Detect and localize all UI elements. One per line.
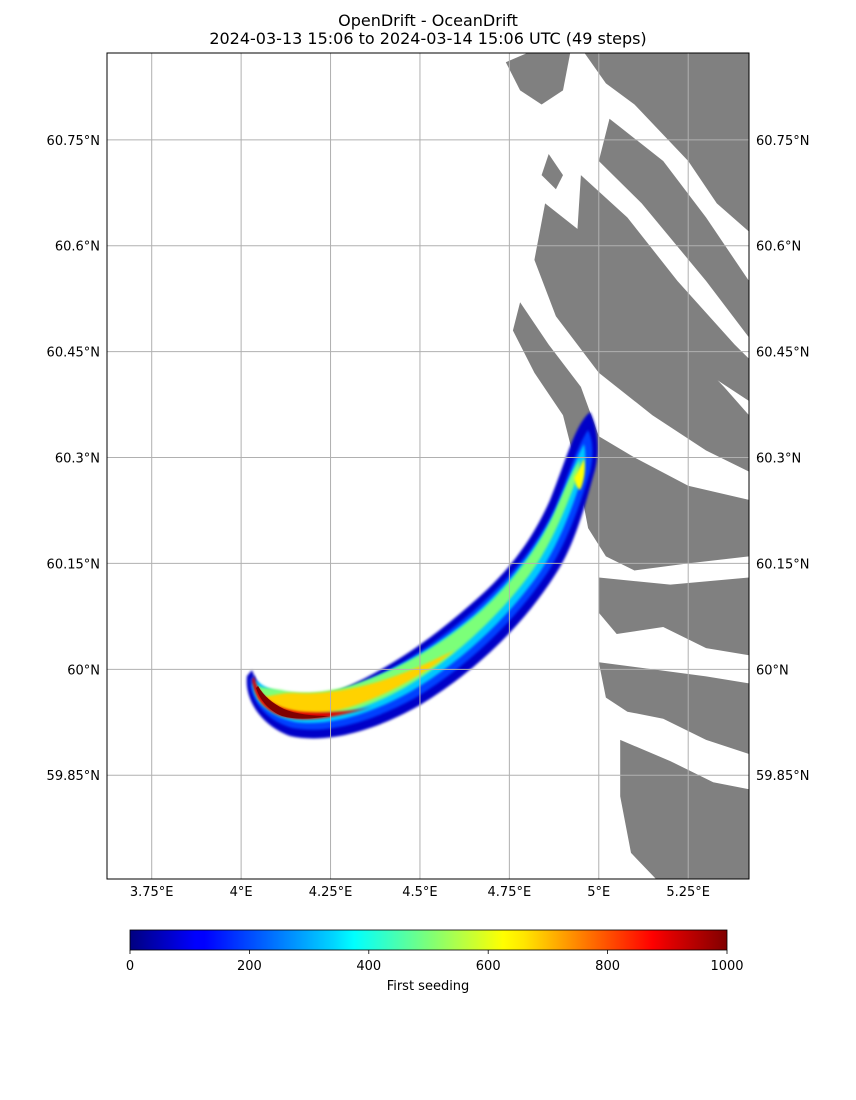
lon-tick-label: 4°E bbox=[230, 885, 253, 900]
colorbar-tick-label: 800 bbox=[595, 959, 620, 974]
lat-tick-label-right: 60.45°N bbox=[756, 346, 809, 361]
lat-tick-label-right: 60.15°N bbox=[756, 557, 809, 572]
land-layer bbox=[505, 53, 749, 879]
lat-tick-label-left: 60°N bbox=[67, 663, 100, 678]
plume-darkred-core bbox=[256, 686, 330, 719]
plume-yellow-core bbox=[258, 650, 455, 715]
colorbar-gradient bbox=[129, 929, 728, 951]
lat-tick-label-left: 60.45°N bbox=[47, 346, 100, 361]
lat-tick-label-right: 60.6°N bbox=[756, 240, 801, 255]
map-subtitle: 2024-03-13 15:06 to 2024-03-14 15:06 UTC… bbox=[209, 29, 647, 48]
lat-tick-label-left: 60.3°N bbox=[55, 452, 100, 467]
lat-tick-label-left: 59.85°N bbox=[47, 769, 100, 784]
colorbar: 0 200 400 600 800 1000 First seeding bbox=[126, 929, 744, 994]
colorbar-label: First seeding bbox=[387, 979, 470, 994]
colorbar-tick-label: 0 bbox=[126, 959, 134, 974]
lon-tick-label: 5°E bbox=[587, 885, 610, 900]
lat-tick-label-right: 60.3°N bbox=[756, 452, 801, 467]
colorbar-tick-label: 600 bbox=[476, 959, 501, 974]
colorbar-tick-label: 400 bbox=[356, 959, 381, 974]
land-area-9 bbox=[541, 154, 563, 190]
lon-tick-label: 4.5°E bbox=[402, 885, 437, 900]
lon-tick-label: 5.25°E bbox=[666, 885, 710, 900]
land-area-0 bbox=[584, 53, 749, 232]
lat-tick-label-left: 60.6°N bbox=[55, 240, 100, 255]
colorbar-tick-label: 200 bbox=[237, 959, 262, 974]
lon-tick-label: 4.75°E bbox=[488, 885, 532, 900]
land-area-1 bbox=[598, 118, 749, 338]
land-area-3 bbox=[534, 203, 749, 472]
plume-green-core bbox=[255, 460, 580, 718]
lat-tick-label-right: 60.75°N bbox=[756, 134, 809, 149]
map-title: OpenDrift - OceanDrift bbox=[338, 11, 518, 30]
axis-tick-labels: 3.75°E 4°E 4.25°E 4.5°E 4.75°E 5°E 5.25°E 60.75… bbox=[47, 134, 810, 900]
land-area-8 bbox=[505, 53, 571, 105]
land-area-7 bbox=[620, 739, 749, 879]
land-area-2 bbox=[577, 175, 749, 401]
colorbar-ticks: 0 200 400 600 800 1000 bbox=[126, 950, 744, 974]
land-area-5 bbox=[598, 577, 749, 656]
lat-tick-label-right: 59.85°N bbox=[756, 769, 809, 784]
land-area-4 bbox=[512, 302, 749, 571]
map-frame bbox=[106, 52, 750, 880]
lat-tick-label-right: 60°N bbox=[756, 663, 789, 678]
lon-tick-label: 3.75°E bbox=[130, 885, 174, 900]
colorbar-tick-label: 1000 bbox=[710, 959, 743, 974]
lat-tick-label-left: 60.75°N bbox=[47, 134, 100, 149]
land-area-6 bbox=[598, 662, 749, 754]
graticule bbox=[107, 53, 749, 879]
lat-tick-label-left: 60.15°N bbox=[47, 557, 100, 572]
plume-tip-yellow bbox=[574, 458, 585, 490]
lon-tick-label: 4.25°E bbox=[309, 885, 353, 900]
